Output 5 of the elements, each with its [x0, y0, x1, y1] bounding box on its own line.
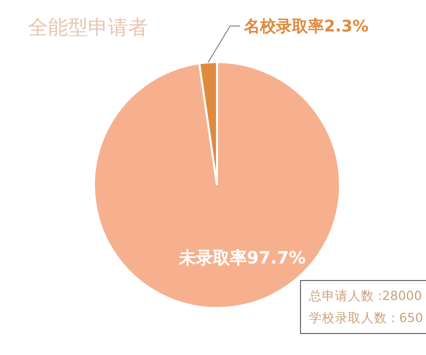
chart-title: 全能型申请者: [28, 14, 148, 41]
slice-label: 名校录取率2.3%: [243, 16, 368, 36]
text: 学校录取人数 : 650: [309, 309, 424, 327]
slice-label: 未录取率97.7%: [178, 248, 306, 269]
text: 总申请人数 :28000: [309, 287, 423, 305]
